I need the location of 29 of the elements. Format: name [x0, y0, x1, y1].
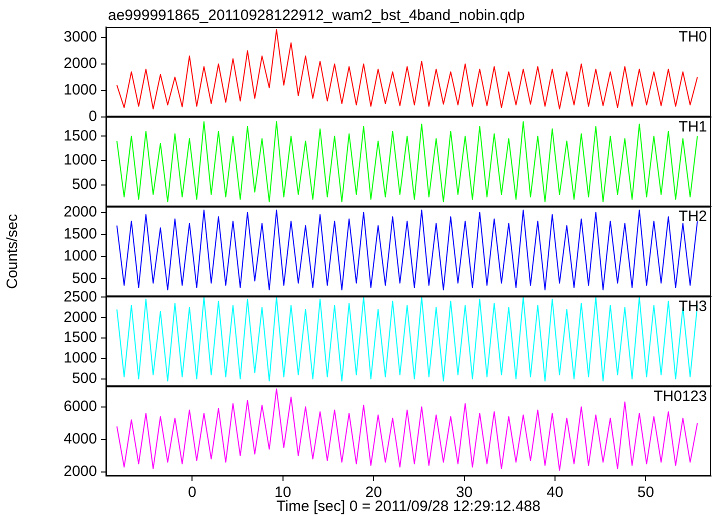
y-tick-label: 1000: [64, 350, 97, 367]
y-tick-label: 1000: [64, 152, 97, 169]
y-tick-label: 2000: [64, 463, 97, 480]
series-label: TH2: [678, 208, 707, 226]
y-tick-label: 6000: [64, 398, 97, 415]
y-tick-label: 1500: [64, 329, 97, 346]
x-tick-label: 0: [188, 484, 196, 502]
y-tick-label: 3000: [64, 28, 97, 46]
y-tick-label: 500: [72, 176, 97, 193]
chart-title: ae999991865_20110928122912_wam2_bst_4band_nobin.qdp: [108, 7, 525, 24]
series-label: TH1: [678, 118, 707, 136]
y-tick-label: 1000: [64, 82, 97, 99]
y-tick-label: 500: [72, 270, 97, 287]
y-tick-label: 2000: [64, 308, 97, 326]
y-axis-title: Counts/sec: [4, 213, 22, 290]
y-tick-label: 1500: [64, 127, 97, 144]
y-tick-label: 0: [88, 108, 97, 125]
y-tick-label: 2000: [64, 203, 97, 220]
x-tick-label: 50: [637, 484, 654, 502]
x-tick-label: 40: [546, 484, 564, 502]
y-tick-label: 500: [72, 370, 97, 387]
y-tick-label: 1000: [64, 248, 97, 265]
series-label: TH0123: [654, 388, 707, 405]
y-tick-label: 2500: [64, 288, 97, 306]
y-tick-label: 1500: [64, 226, 97, 243]
y-tick-label: 4000: [64, 430, 97, 448]
series-label: TH0: [678, 28, 707, 46]
y-tick-label: 2000: [64, 55, 97, 72]
series-label: TH3: [678, 298, 707, 316]
